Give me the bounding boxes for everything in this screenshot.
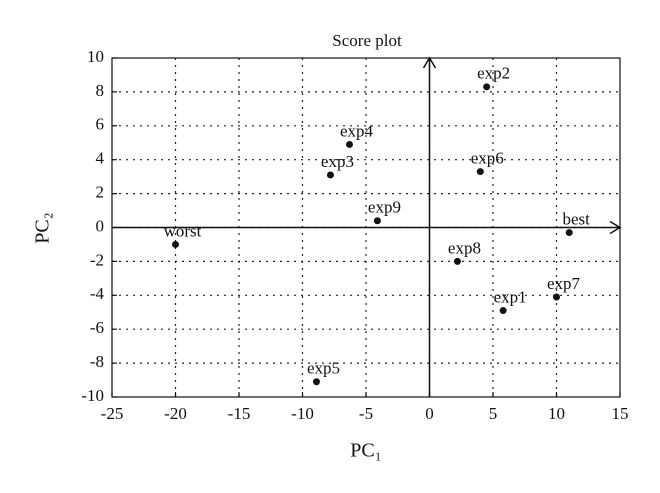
x-tick-label: -10: [291, 404, 314, 423]
point-label: exp1: [494, 287, 527, 306]
chart-title: Score plot: [332, 31, 402, 50]
point: [499, 307, 507, 315]
y-tick-label: -8: [90, 352, 104, 371]
x-tick-label: -20: [164, 404, 187, 423]
y-tick-label: 2: [96, 183, 105, 202]
x-tick-label: -5: [359, 404, 373, 423]
y-tick-label: -10: [81, 386, 104, 405]
point: [453, 257, 461, 265]
point: [476, 168, 484, 176]
point: [326, 171, 334, 179]
x-tick-label: 0: [425, 404, 434, 423]
x-axis-label: PC₁: [350, 440, 381, 462]
point: [373, 217, 381, 225]
y-tick-label: 10: [87, 47, 104, 66]
point: [553, 293, 560, 301]
point-label: exp6: [471, 148, 504, 167]
point-label: exp3: [321, 152, 354, 171]
y-tick-label: 8: [96, 81, 105, 100]
x-tick-label: 15: [612, 404, 629, 423]
point: [172, 240, 179, 248]
plot-frame: [111, 57, 621, 398]
y-tick-label: 4: [96, 149, 105, 168]
point-label: exp8: [448, 238, 481, 257]
x-tick-label: -25: [101, 404, 124, 423]
y-tick-label: 0: [96, 216, 105, 235]
point: [345, 140, 353, 148]
point-label: exp9: [368, 198, 401, 217]
x-tick-label: 5: [489, 404, 498, 423]
x-tick-label: 10: [548, 404, 565, 423]
y-tick-label: -4: [90, 284, 105, 303]
point-label: exp4: [340, 121, 374, 140]
point-label: worst: [164, 221, 202, 240]
point-label: best: [563, 209, 591, 228]
point: [483, 83, 491, 91]
y-tick-label: -6: [90, 318, 104, 337]
point: [565, 229, 573, 237]
x-tick-label: -15: [228, 404, 251, 423]
point-label: exp2: [477, 64, 510, 83]
point: [312, 378, 320, 386]
point-label: exp5: [307, 359, 340, 378]
y-tick-label: 6: [96, 115, 105, 134]
y-axis-label: PC₂: [32, 212, 54, 243]
y-tick-label: -2: [90, 250, 104, 269]
point-label: exp7: [547, 274, 581, 293]
